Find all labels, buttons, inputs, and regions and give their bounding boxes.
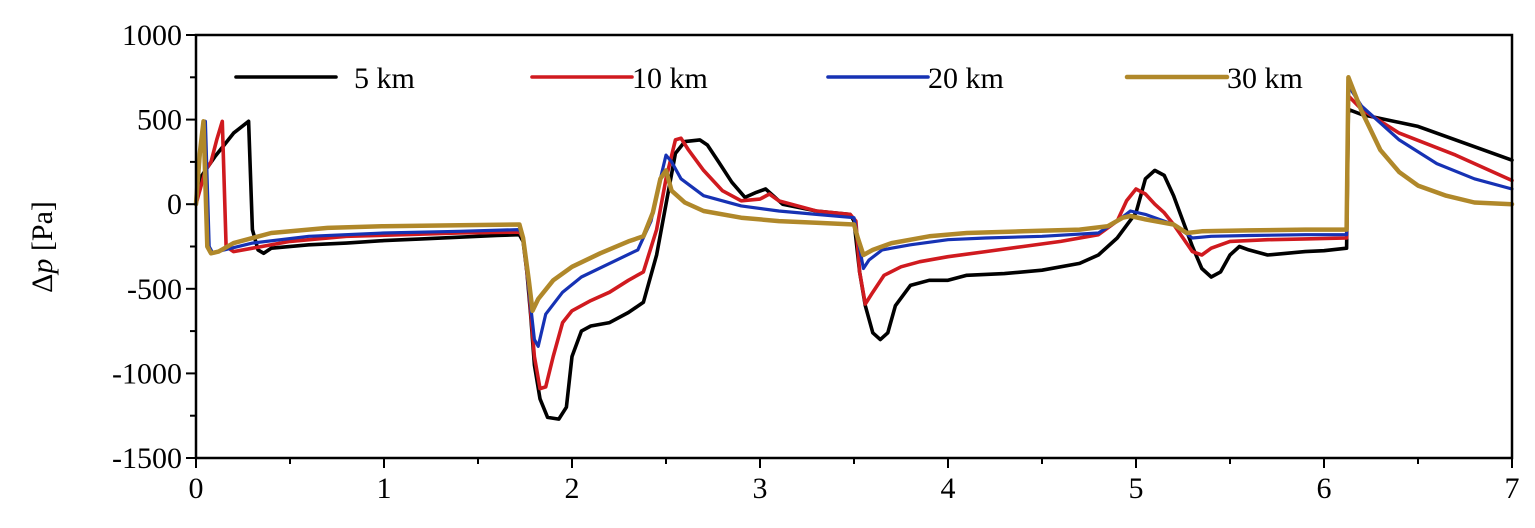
y-axis-tick-labels: 1000 500 0 -500 -1000 -1500	[112, 19, 182, 475]
plot-frame	[194, 33, 1514, 460]
x-tick-label: 3	[753, 472, 768, 505]
series-line-10-km	[194, 94, 1514, 391]
legend-label-20-km: 20 km	[928, 62, 1004, 95]
x-tick-label: 4	[941, 472, 956, 505]
y-tick-label: -1000	[112, 357, 182, 390]
y-axis-title: Δp [Pa]	[26, 201, 59, 293]
x-tick-label: 1	[377, 472, 392, 505]
y-tick-label: 1000	[122, 19, 182, 52]
y-tick-label: -1500	[112, 442, 182, 475]
y-axis-title-unit: [Pa]	[26, 201, 59, 258]
y-tick-label: 500	[137, 104, 182, 137]
series-line-5-km	[194, 107, 1514, 421]
legend-label-5-km: 5 km	[354, 62, 415, 95]
y-axis-title-variable: p	[26, 259, 59, 276]
series-line-20-km	[194, 84, 1514, 348]
x-tick-label: 2	[565, 472, 580, 505]
series-lines	[193, 75, 1515, 421]
x-tick-label: 0	[189, 472, 204, 505]
y-tick-label: -500	[127, 273, 182, 306]
legend: 5 km 10 km 20 km 30 km	[234, 62, 1303, 95]
legend-label-30-km: 30 km	[1227, 62, 1303, 95]
axis-ticks	[186, 34, 1513, 468]
x-tick-label: 6	[1317, 472, 1332, 505]
x-tick-label: 5	[1129, 472, 1144, 505]
y-axis-title-symbol: Δ	[26, 274, 59, 293]
legend-label-10-km: 10 km	[632, 62, 708, 95]
x-tick-label: 7	[1505, 472, 1520, 505]
series-line-30-km	[193, 75, 1515, 314]
x-axis-tick-labels: 0 1 2 3 4 5 6 7	[189, 472, 1520, 505]
y-tick-label: 0	[167, 188, 182, 221]
